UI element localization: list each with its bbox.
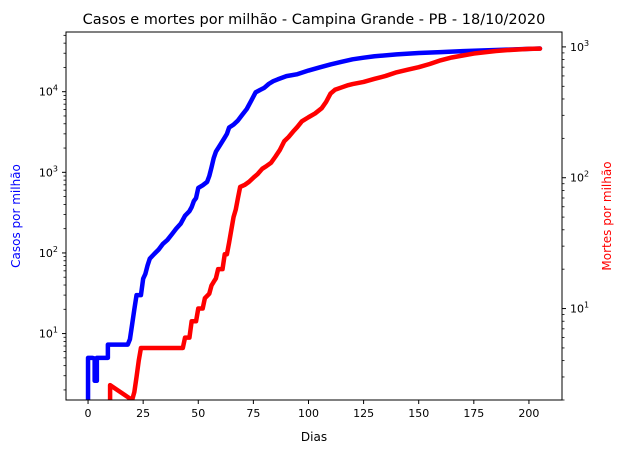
right-axis-label: Mortes por milhão xyxy=(600,161,614,270)
y-tick-label: 101 xyxy=(39,326,58,341)
right-axis-ticks: 101 102 103 xyxy=(562,39,589,401)
x-tick-label: 150 xyxy=(408,407,429,420)
x-tick-label: 100 xyxy=(298,407,319,420)
x-axis-ticks: 0 25 50 75 100 125 150 175 200 xyxy=(85,400,539,420)
x-tick-label: 175 xyxy=(463,407,484,420)
chart-title: Casos e mortes por milhão - Campina Gran… xyxy=(83,12,546,28)
x-tick-label: 75 xyxy=(246,407,260,420)
x-tick-label: 25 xyxy=(136,407,150,420)
series-line-left xyxy=(85,46,543,400)
y-tick-label: 101 xyxy=(570,301,589,316)
y-tick-label: 103 xyxy=(39,164,58,179)
plot-frame xyxy=(65,31,563,401)
y-tick-label: 103 xyxy=(570,39,589,54)
x-tick-label: 125 xyxy=(353,407,374,420)
x-tick-label: 200 xyxy=(518,407,539,420)
left-axis-label: Casos por milhão xyxy=(9,164,23,268)
y-tick-label: 102 xyxy=(570,170,589,185)
x-axis-label: Dias xyxy=(301,430,327,444)
y-tick-label: 104 xyxy=(39,84,58,99)
x-tick-label: 50 xyxy=(191,407,205,420)
series-line-right xyxy=(107,46,543,400)
left-axis-ticks: 101 102 103 104 xyxy=(39,34,66,391)
x-tick-label: 0 xyxy=(85,407,92,420)
y-tick-label: 102 xyxy=(39,245,58,260)
series-lines xyxy=(85,46,543,400)
